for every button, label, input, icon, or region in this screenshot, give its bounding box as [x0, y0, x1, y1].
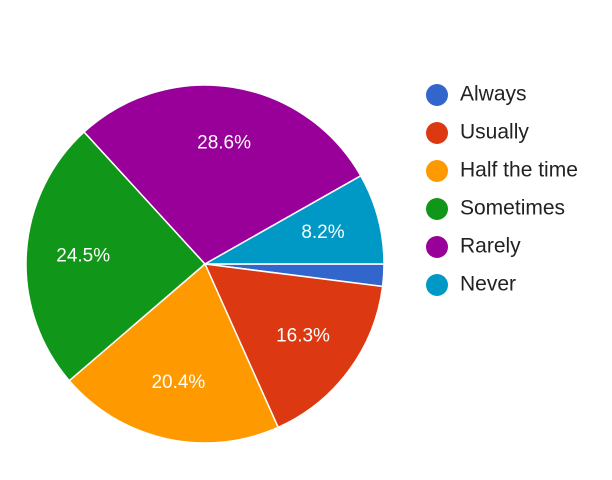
legend-item-never: Never: [426, 273, 516, 296]
legend-marker-sometimes: [426, 198, 448, 220]
slice-label-sometimes: 24.5%: [56, 246, 110, 267]
pie-slices: [25, 84, 385, 444]
legend-item-half-the-time: Half the time: [426, 159, 578, 182]
pie-slice-sometimes: [25, 130, 207, 382]
slice-label-never: 8.2%: [301, 222, 344, 243]
pie-slice-half-the-time: [68, 262, 280, 444]
legend-marker-never: [426, 274, 448, 296]
legend-label-never: Never: [460, 273, 516, 296]
legend-label-usually: Usually: [460, 121, 529, 144]
pie-slice-never: [202, 174, 385, 265]
legend-marker-rarely: [426, 236, 448, 258]
legend-marker-usually: [426, 122, 448, 144]
legend-label-always: Always: [460, 83, 527, 106]
legend-item-usually: Usually: [426, 121, 529, 144]
chart-legend: Always Usually Half the time Sometimes Rarel…: [426, 83, 578, 296]
legend-item-always: Always: [426, 83, 527, 106]
pie-slice-usually: [203, 263, 384, 429]
legend-label-rarely: Rarely: [460, 235, 521, 258]
slice-label-usually: 16.3%: [276, 326, 330, 347]
legend-item-sometimes: Sometimes: [426, 197, 565, 220]
legend-item-rarely: Rarely: [426, 235, 521, 258]
legend-marker-always: [426, 84, 448, 106]
pie-slice-labels: 16.3% 20.4% 24.5% 28.6% 8.2%: [56, 133, 344, 394]
pie-slice-rarely: [83, 84, 362, 265]
legend-label-sometimes: Sometimes: [460, 197, 565, 220]
legend-marker-half-the-time: [426, 160, 448, 182]
legend-label-half-the-time: Half the time: [460, 159, 578, 182]
slice-label-rarely: 28.6%: [197, 133, 251, 154]
slice-label-half-the-time: 20.4%: [151, 372, 205, 393]
